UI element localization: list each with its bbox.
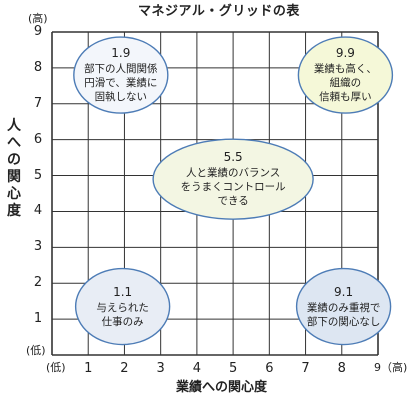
style-description-line: 業績のみ重視で bbox=[306, 301, 381, 314]
style-score: 1.1 bbox=[113, 284, 133, 299]
x-tick-label: 7 bbox=[301, 361, 310, 376]
y-tick-label: 9 bbox=[33, 24, 43, 39]
style-bubble-label: 9.1 業績のみ重視で 部下の関心なし bbox=[297, 285, 391, 329]
style-description-line: 与えられた bbox=[96, 301, 149, 314]
x-tick-label: 2 bbox=[120, 361, 129, 376]
style-description-line: 部下の人間関係 bbox=[84, 63, 158, 76]
y-tick-label: 1 bbox=[33, 311, 43, 327]
y-tick-label: 4 bbox=[33, 203, 43, 219]
y-tick-label: 6 bbox=[33, 131, 43, 147]
style-description-line: 固執しない bbox=[94, 91, 148, 104]
style-description-line: 信頼も厚い bbox=[319, 91, 372, 104]
y-axis-label: 人への関心度 bbox=[7, 118, 21, 219]
x-tick-label: 1 bbox=[84, 361, 93, 376]
x-axis-label: 業績への関心度 bbox=[176, 380, 268, 395]
y-axis-high-note: (高) bbox=[28, 12, 48, 25]
style-score: 5.5 bbox=[223, 150, 243, 165]
style-bubble-label: 9.9 業績も高く、 組織の 信頼も厚い bbox=[298, 46, 392, 104]
y-tick-label: 8 bbox=[33, 59, 43, 75]
style-description-line: 業績も高く、 bbox=[313, 63, 377, 76]
style-score: 9.9 bbox=[335, 46, 355, 61]
y-axis-low-note: (低) bbox=[26, 344, 46, 357]
style-bubble-label: 5.5 人と業績のバランス をうまくコントロール できる bbox=[153, 150, 313, 208]
x-tick-label: 5 bbox=[228, 361, 238, 376]
style-description-line: 部下の関心なし bbox=[306, 315, 381, 328]
style-score: 1.9 bbox=[111, 46, 131, 61]
style-bubble bbox=[74, 267, 171, 346]
x-axis-high-note: 9（高) bbox=[374, 361, 408, 374]
style-score: 9.1 bbox=[334, 284, 354, 299]
y-tick-label: 5 bbox=[33, 167, 43, 183]
style-bubble-label: 1.1 与えられた 仕事のみ bbox=[76, 285, 170, 329]
y-tick-label: 2 bbox=[33, 275, 43, 291]
diagram-title: マネジアル・グリッドの表 bbox=[138, 4, 300, 19]
style-description-line: できる bbox=[217, 195, 249, 208]
x-tick-label: 6 bbox=[265, 361, 274, 376]
style-bubble bbox=[73, 36, 169, 114]
style-description-line: 組織の bbox=[329, 77, 362, 90]
style-description-line: 人と業績のバランス bbox=[185, 167, 281, 180]
x-tick-label: 4 bbox=[192, 361, 202, 376]
y-tick-label: 3 bbox=[33, 239, 43, 255]
style-bubble bbox=[152, 138, 314, 220]
style-bubble-label: 1.9 部下の人間関係 円滑で、業績に 固執しない bbox=[74, 46, 168, 104]
style-bubble bbox=[295, 267, 392, 346]
x-axis-low-note: (低) bbox=[46, 361, 66, 374]
style-bubble bbox=[297, 36, 394, 114]
x-tick-label: 3 bbox=[156, 361, 165, 376]
y-tick-label: 7 bbox=[33, 95, 43, 111]
x-tick-label: 8 bbox=[337, 361, 346, 376]
style-description-line: 仕事のみ bbox=[101, 315, 144, 328]
style-description-line: 円滑で、業績に bbox=[84, 77, 158, 90]
style-description-line: をうまくコントロール bbox=[180, 181, 286, 194]
